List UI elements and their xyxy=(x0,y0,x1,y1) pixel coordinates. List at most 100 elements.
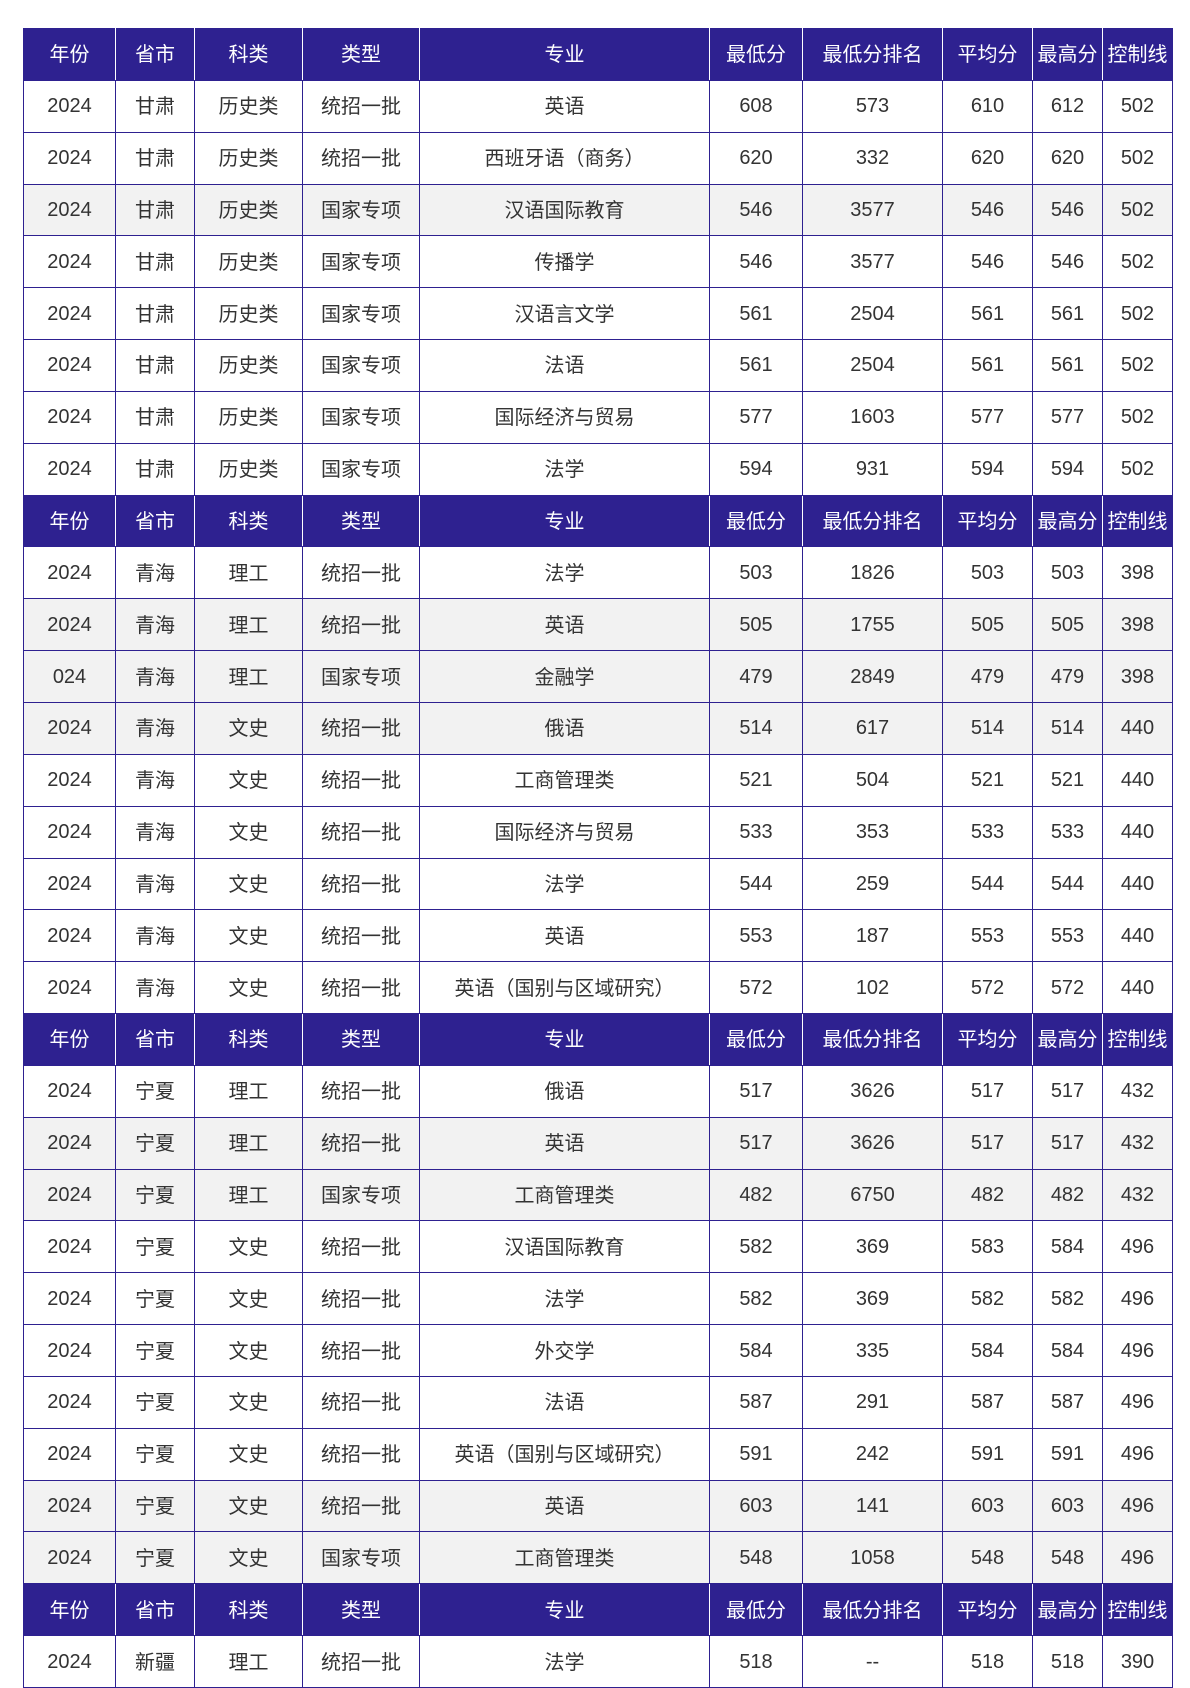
cell-avg-score: 518 xyxy=(942,1635,1033,1688)
table-row: 2024 甘肃 历史类 国家专项 汉语言文学 561 2504 561 561 502 xyxy=(23,287,1173,341)
cell-avg-score: 620 xyxy=(942,131,1033,185)
cell-category: 历史类 xyxy=(194,235,303,289)
header-control-line: 控制线 xyxy=(1102,28,1173,81)
cell-min-rank: -- xyxy=(802,1635,943,1688)
cell-min-score: 505 xyxy=(709,598,803,652)
cell-min-rank: 242 xyxy=(802,1427,943,1481)
cell-type: 国家专项 xyxy=(302,235,420,289)
cell-avg-score: 521 xyxy=(942,753,1033,807)
header-min-rank: 最低分排名 xyxy=(802,1013,943,1066)
cell-province: 甘肃 xyxy=(115,287,195,341)
cell-min-score: 546 xyxy=(709,183,803,237)
cell-major: 英语 xyxy=(419,79,710,133)
header-category: 科类 xyxy=(194,28,303,81)
header-type: 类型 xyxy=(302,1583,420,1637)
cell-major: 英语 xyxy=(419,598,710,652)
header-min-score: 最低分 xyxy=(709,1583,803,1637)
header-max-score: 最高分 xyxy=(1032,28,1103,81)
table-row: 2024 青海 文史 统招一批 工商管理类 521 504 521 521 440 xyxy=(23,753,1173,807)
cell-year: 2024 xyxy=(23,909,116,963)
cell-control-line: 398 xyxy=(1102,546,1173,600)
cell-category: 理工 xyxy=(194,598,303,652)
header-category: 科类 xyxy=(194,1583,303,1637)
table-row: 2024 宁夏 文史 国家专项 工商管理类 548 1058 548 548 496 xyxy=(23,1531,1173,1585)
cell-min-rank: 353 xyxy=(802,805,943,859)
table-row: 2024 青海 文史 统招一批 俄语 514 617 514 514 440 xyxy=(23,701,1173,755)
cell-major: 国际经济与贸易 xyxy=(419,390,710,444)
header-avg-score: 平均分 xyxy=(942,1583,1033,1637)
cell-province: 甘肃 xyxy=(115,79,195,133)
cell-major: 传播学 xyxy=(419,235,710,289)
cell-max-score: 612 xyxy=(1032,79,1103,133)
header-min-score: 最低分 xyxy=(709,28,803,81)
cell-major: 汉语国际教育 xyxy=(419,1220,710,1274)
cell-max-score: 517 xyxy=(1032,1064,1103,1118)
cell-max-score: 577 xyxy=(1032,390,1103,444)
cell-min-score: 582 xyxy=(709,1220,803,1274)
cell-category: 文史 xyxy=(194,857,303,911)
cell-min-score: 479 xyxy=(709,650,803,703)
cell-year: 2024 xyxy=(23,1531,116,1585)
cell-min-rank: 1826 xyxy=(802,546,943,600)
cell-max-score: 503 xyxy=(1032,546,1103,600)
table-row: 2024 宁夏 文史 统招一批 汉语国际教育 582 369 583 584 496 xyxy=(23,1220,1173,1274)
cell-avg-score: 583 xyxy=(942,1220,1033,1274)
cell-max-score: 517 xyxy=(1032,1116,1103,1170)
cell-min-rank: 3577 xyxy=(802,235,943,289)
cell-max-score: 546 xyxy=(1032,183,1103,237)
cell-type: 国家专项 xyxy=(302,650,420,703)
cell-year: 2024 xyxy=(23,857,116,911)
cell-control-line: 496 xyxy=(1102,1479,1173,1533)
cell-control-line: 502 xyxy=(1102,183,1173,237)
cell-max-score: 482 xyxy=(1032,1168,1103,1222)
header-control-line: 控制线 xyxy=(1102,494,1173,548)
cell-min-rank: 2504 xyxy=(802,339,943,392)
cell-category: 文史 xyxy=(194,961,303,1015)
header-major: 专业 xyxy=(419,28,710,81)
table-row: 024 青海 理工 国家专项 金融学 479 2849 479 479 398 xyxy=(23,650,1173,703)
cell-year: 2024 xyxy=(23,598,116,652)
table-row: 2024 甘肃 历史类 国家专项 法语 561 2504 561 561 502 xyxy=(23,339,1173,392)
cell-min-rank: 573 xyxy=(802,79,943,133)
cell-category: 理工 xyxy=(194,1064,303,1118)
cell-avg-score: 561 xyxy=(942,339,1033,392)
cell-control-line: 496 xyxy=(1102,1324,1173,1377)
cell-type: 统招一批 xyxy=(302,1116,420,1170)
cell-category: 历史类 xyxy=(194,287,303,341)
admission-scores-table-container: 年份 省市 科类 类型 专业 最低分 最低分排名 平均分 最高分 控制线 2024 甘肃 历史类 统招一批… xyxy=(23,28,1173,1688)
cell-category: 历史类 xyxy=(194,339,303,392)
cell-type: 统招一批 xyxy=(302,1324,420,1377)
header-row: 年份 省市 科类 类型 专业 最低分 最低分排名 平均分 最高分 控制线 xyxy=(23,1583,1173,1637)
header-major: 专业 xyxy=(419,494,710,548)
table-row: 2024 青海 理工 统招一批 英语 505 1755 505 505 398 xyxy=(23,598,1173,652)
cell-avg-score: 577 xyxy=(942,390,1033,444)
cell-major: 法学 xyxy=(419,857,710,911)
cell-control-line: 440 xyxy=(1102,961,1173,1015)
cell-control-line: 502 xyxy=(1102,235,1173,289)
cell-type: 统招一批 xyxy=(302,805,420,859)
header-row: 年份 省市 科类 类型 专业 最低分 最低分排名 平均分 最高分 控制线 xyxy=(23,1013,1173,1066)
header-max-score: 最高分 xyxy=(1032,1013,1103,1066)
cell-year: 2024 xyxy=(23,961,116,1015)
cell-major: 国际经济与贸易 xyxy=(419,805,710,859)
cell-avg-score: 572 xyxy=(942,961,1033,1015)
cell-major: 法学 xyxy=(419,1635,710,1688)
cell-min-rank: 2504 xyxy=(802,287,943,341)
cell-min-score: 608 xyxy=(709,79,803,133)
cell-year: 2024 xyxy=(23,339,116,392)
header-min-score: 最低分 xyxy=(709,494,803,548)
cell-avg-score: 582 xyxy=(942,1272,1033,1326)
cell-year: 2024 xyxy=(23,1220,116,1274)
header-province: 省市 xyxy=(115,1583,195,1637)
cell-control-line: 502 xyxy=(1102,287,1173,341)
cell-min-rank: 1755 xyxy=(802,598,943,652)
table-row: 2024 宁夏 文史 统招一批 外交学 584 335 584 584 496 xyxy=(23,1324,1173,1377)
cell-min-score: 514 xyxy=(709,701,803,755)
cell-type: 统招一批 xyxy=(302,701,420,755)
header-avg-score: 平均分 xyxy=(942,28,1033,81)
header-year: 年份 xyxy=(23,494,116,548)
header-province: 省市 xyxy=(115,494,195,548)
cell-province: 甘肃 xyxy=(115,390,195,444)
cell-year: 2024 xyxy=(23,1116,116,1170)
table-body: 年份 省市 科类 类型 专业 最低分 最低分排名 平均分 最高分 控制线 2024 甘肃 历史类 统招一批… xyxy=(23,28,1173,1688)
